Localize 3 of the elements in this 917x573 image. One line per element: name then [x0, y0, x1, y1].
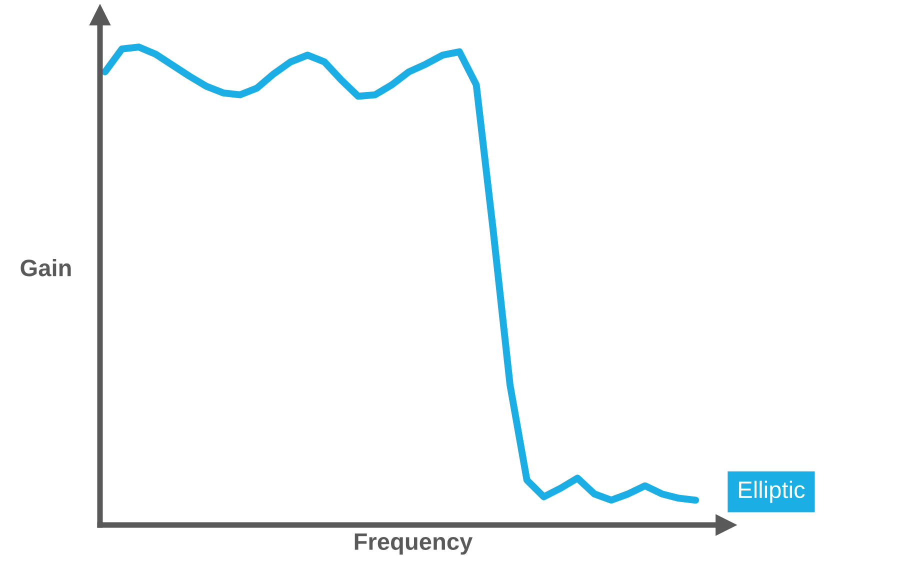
- series-label: Elliptic: [739, 480, 805, 503]
- x-axis-title: Frequency: [354, 534, 473, 555]
- y-axis-title: Gain: [20, 258, 71, 276]
